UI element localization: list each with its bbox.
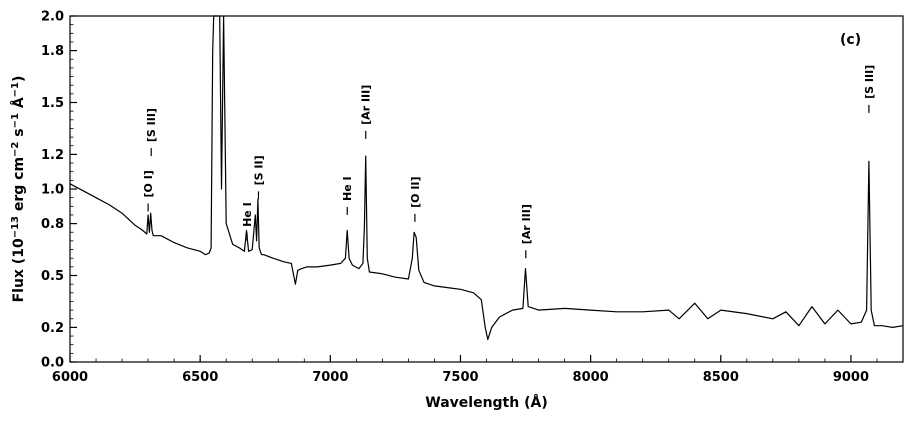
y-title-mid-3: Å: [10, 97, 27, 113]
annotation-label: [O II]: [409, 176, 422, 207]
annotation-label: [Ar III]: [360, 85, 373, 125]
annotation: [S II]: [252, 155, 265, 200]
y-title-exp-4: −1: [10, 82, 21, 97]
x-tick-label: 8500: [703, 370, 739, 385]
annotation-label: [Ar III]: [520, 204, 533, 244]
annotation-label: [S II]: [252, 155, 265, 185]
y-tick-label: 1.2: [41, 148, 64, 163]
annotation-label: He I: [341, 176, 354, 201]
annotation: He I: [241, 202, 254, 241]
y-title-prefix: Flux (10: [11, 238, 27, 302]
y-tick-label: 0.0: [41, 356, 64, 371]
spectrum-line: [69, 15, 904, 341]
plot-frame: [69, 15, 904, 363]
y-title-mid-1: erg cm: [11, 157, 27, 216]
annotation: [S III]: [863, 65, 876, 113]
annotation-label: [O I]: [142, 170, 155, 197]
annotation-label: He I: [241, 202, 254, 227]
y-tick-label: 2.0: [41, 10, 64, 25]
y-tick-label: 0.5: [41, 269, 64, 284]
y-tick-label: 1.8: [41, 44, 64, 59]
x-tick-label: 6000: [52, 370, 88, 385]
x-tick-label: 7000: [312, 370, 348, 385]
x-tick-label: 6500: [182, 370, 218, 385]
x-axis-title: Wavelength (Å): [425, 394, 547, 411]
y-tick-label: 0.8: [41, 217, 64, 232]
y-title-exp-1: −13: [10, 216, 21, 238]
y-axis-ticks: 0.0 0.2 0.5 0.8 1.0 1.2 1.5 1.8 2.0: [41, 10, 77, 371]
annotation: [Ar III]: [520, 204, 533, 259]
y-tick-label: 0.2: [41, 321, 64, 336]
y-axis-title: Flux (10−13 erg cm−2 s−1 Å−1): [10, 76, 27, 303]
y-title-exp-2: −2: [10, 142, 21, 157]
annotation: [O I]: [142, 170, 155, 212]
x-tick-label: 9000: [833, 370, 869, 385]
x-axis-ticks: 6000 6500 7000 7500 8000 8500 9000: [52, 355, 904, 385]
y-title-exp-3: −1: [10, 113, 21, 128]
y-tick-label: 1.5: [41, 96, 64, 111]
emission-line-annotations: [O I] [S III] He I [S II] He I [Ar III] [O II]…: [142, 65, 876, 259]
annotation-label: [S III]: [145, 108, 158, 142]
annotation-label: [S III]: [863, 65, 876, 99]
panel-label: (c): [840, 32, 861, 48]
annotation: [S III]: [145, 108, 158, 157]
annotation: [O II]: [409, 176, 422, 222]
y-tick-label: 1.0: [41, 183, 64, 198]
y-title-suffix: ): [11, 76, 27, 82]
annotation: He I: [341, 176, 354, 215]
annotation: [Ar III]: [360, 85, 373, 139]
x-tick-label: 7500: [442, 370, 478, 385]
x-tick-label: 8000: [573, 370, 609, 385]
y-title-mid-2: s: [11, 128, 27, 141]
